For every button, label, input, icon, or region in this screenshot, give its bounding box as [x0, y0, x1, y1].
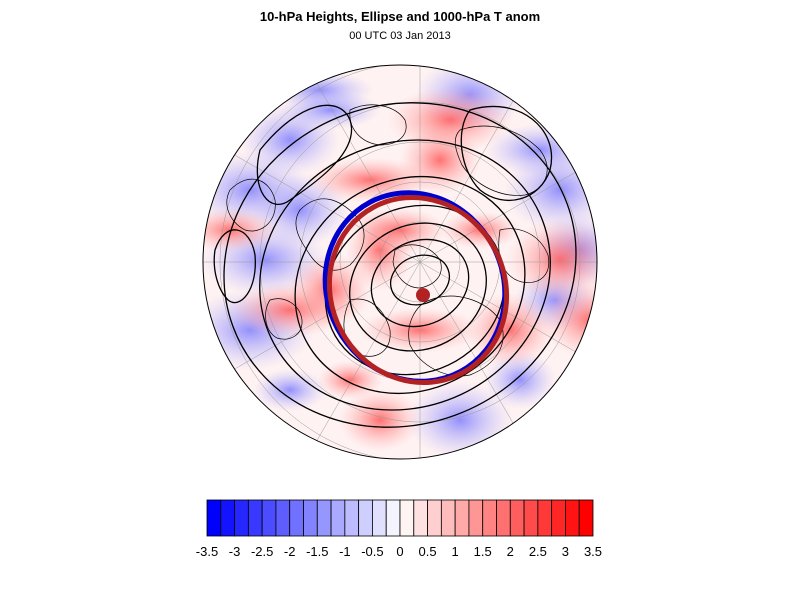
height-contour: [349, 222, 487, 352]
colorbar-swatch: [523, 499, 539, 537]
colorbar-swatch: [372, 499, 387, 537]
map-boundary: [202, 64, 598, 460]
colorbar-tick-label: -3: [229, 544, 241, 559]
height-contour: [259, 139, 551, 411]
colorbar-swatch: [413, 499, 428, 537]
colorbar-tick-label: -1: [339, 544, 351, 559]
vortex-center-marker: [416, 288, 430, 302]
colorbar-tick-label: -0.5: [361, 544, 383, 559]
colorbar-tick-label: -1.5: [306, 544, 328, 559]
colorbar-swatch: [234, 499, 249, 537]
coastline: [454, 125, 548, 196]
colorbar-tick-label: 2.5: [529, 544, 547, 559]
colorbar-swatch: [275, 499, 291, 537]
colorbar-swatch: [578, 499, 594, 537]
colorbar-tick-label: 2: [507, 544, 514, 559]
longitude-line: [419, 261, 597, 393]
warm-anomaly-region: [353, 207, 447, 253]
coastline: [392, 244, 442, 289]
height-contour: [256, 104, 353, 206]
height-contour: [389, 254, 451, 306]
colorbar-swatch: [247, 499, 263, 537]
colorbar-swatch: [289, 499, 304, 537]
height-contour: [460, 105, 553, 202]
map-subtitle: 00 UTC 03 Jan 2013: [349, 30, 451, 42]
warm-anomaly-region: [338, 388, 422, 452]
colorbar-swatch: [303, 499, 318, 537]
colorbar-tick-label: 1.5: [474, 544, 492, 559]
colorbar-tick-label: 3.5: [584, 544, 602, 559]
colorbar-swatch: [537, 499, 553, 537]
colorbar-swatch: [551, 499, 566, 537]
colorbar-tick-label: 0.5: [419, 544, 437, 559]
cold-anomaly-region: [253, 368, 327, 412]
colorbar-swatch: [344, 499, 360, 537]
warm-anomaly-region: [317, 360, 383, 400]
height-contour: [370, 238, 470, 328]
colorbar-tick-label: -2: [284, 544, 296, 559]
height-contour: [294, 175, 526, 395]
coastline: [265, 298, 303, 340]
colorbar-swatch: [440, 499, 456, 537]
colorbar-swatch: [454, 499, 470, 537]
colorbar-swatch: [427, 499, 442, 537]
colorbar-swatch: [565, 499, 580, 537]
colorbar-swatch: [358, 499, 373, 537]
warm-anomaly-region: [506, 218, 597, 302]
map-title: 10-hPa Heights, Ellipse and 1000-hPa T a…: [259, 9, 541, 24]
colorbar-swatch: [496, 499, 511, 537]
colorbar-swatch: [206, 499, 222, 537]
colorbar-swatch: [482, 499, 497, 537]
coastline: [408, 295, 504, 377]
longitude-line: [419, 131, 597, 263]
colorbar-tick-label: 1: [452, 544, 459, 559]
colorbar-swatch: [316, 499, 332, 537]
height-contours: [213, 102, 577, 428]
colorbar-swatch: [385, 499, 401, 537]
height-contour: [213, 229, 256, 304]
colorbar-swatch: [330, 499, 346, 537]
colorbar-swatch: [220, 499, 235, 537]
colorbar-tick-label: 0: [396, 544, 403, 559]
colorbar-tick-label: -3.5: [196, 544, 218, 559]
colorbar-swatch: [399, 499, 415, 537]
coastline: [295, 198, 365, 271]
colorbar-tick-label: -2.5: [251, 544, 273, 559]
height-contour: [223, 102, 577, 428]
colorbar-swatch: [468, 499, 484, 537]
colorbar-swatch: [509, 499, 525, 537]
colorbar-tick-label: 3: [562, 544, 569, 559]
vortex-ellipse-fit: [326, 194, 510, 386]
colorbar-swatch: [261, 499, 277, 537]
